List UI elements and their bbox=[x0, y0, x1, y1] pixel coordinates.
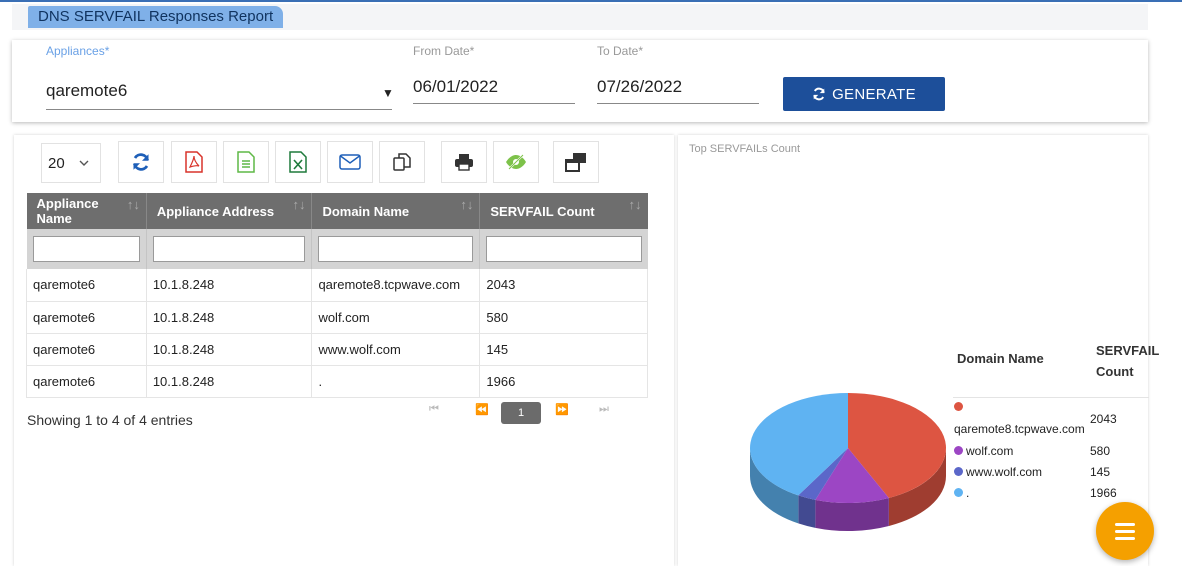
current-page-button[interactable]: 1 bbox=[501, 402, 541, 424]
previous-page-icon[interactable]: ⏪ bbox=[475, 404, 489, 416]
legend-label[interactable]: wolf.com bbox=[966, 444, 1014, 458]
legend-swatch bbox=[954, 446, 963, 455]
servfail-table: Appliance Name ↑↓ Appliance Address ↑↓ Dom… bbox=[26, 193, 648, 398]
col-servfail-count[interactable]: SERVFAIL Count ↑↓ bbox=[479, 193, 648, 229]
page-size-value: 20 bbox=[48, 154, 65, 172]
refresh-icon bbox=[133, 153, 149, 171]
legend-value: 145 bbox=[1090, 465, 1111, 479]
refresh-icon bbox=[813, 87, 825, 101]
pie-slice-side bbox=[815, 497, 889, 531]
legend-label[interactable]: www.wolf.com bbox=[966, 465, 1043, 479]
export-pdf-button[interactable] bbox=[171, 141, 217, 183]
sort-icon: ↑↓ bbox=[126, 197, 140, 212]
table-row[interactable]: qaremote6 10.1.8.248 www.wolf.com 145 bbox=[26, 333, 648, 366]
pie-chart bbox=[750, 393, 946, 531]
appliance-address-filter[interactable] bbox=[152, 236, 306, 262]
email-icon bbox=[339, 154, 361, 170]
legend-header-count: SERVFAIL Count bbox=[1096, 343, 1160, 379]
fab-menu-button[interactable] bbox=[1096, 502, 1154, 560]
pie-slice[interactable] bbox=[750, 393, 848, 496]
appliance-select-underline bbox=[46, 109, 392, 110]
appliances-label: Appliances* bbox=[46, 44, 110, 58]
from-date-underline bbox=[413, 103, 575, 104]
menu-icon bbox=[1115, 522, 1135, 526]
window-restore-icon bbox=[565, 153, 586, 172]
print-button[interactable] bbox=[441, 141, 487, 183]
sort-icon: ↑↓ bbox=[460, 197, 474, 212]
col-appliance-name[interactable]: Appliance Name ↑↓ bbox=[26, 193, 147, 229]
excel-icon bbox=[289, 151, 307, 173]
pie-slice-side bbox=[750, 448, 799, 524]
last-page-icon[interactable]: ⏭ bbox=[599, 403, 609, 415]
print-icon bbox=[455, 154, 473, 171]
restore-columns-button[interactable] bbox=[553, 141, 599, 183]
legend-swatch bbox=[954, 488, 963, 497]
pie-slice[interactable] bbox=[815, 448, 889, 503]
next-page-icon[interactable]: ⏩ bbox=[555, 404, 569, 416]
pie-slice[interactable] bbox=[848, 393, 946, 498]
eye-slash-icon bbox=[506, 154, 526, 170]
report-title-tab[interactable]: DNS SERVFAIL Responses Report bbox=[28, 6, 284, 28]
servfail-count-filter[interactable] bbox=[486, 236, 642, 262]
chevron-down-icon bbox=[79, 160, 89, 166]
export-csv-button[interactable] bbox=[223, 141, 269, 183]
col-appliance-address[interactable]: Appliance Address ↑↓ bbox=[146, 193, 313, 229]
from-date-input[interactable]: 06/01/2022 bbox=[413, 77, 499, 96]
chart-title: Top SERVFAILs Count bbox=[689, 143, 801, 155]
pie-slice[interactable] bbox=[798, 448, 848, 500]
appliance-select-value[interactable]: qaremote6 bbox=[46, 81, 128, 100]
legend-swatch bbox=[954, 402, 963, 411]
first-page-icon[interactable]: ⏮ bbox=[429, 403, 439, 415]
csv-icon bbox=[237, 151, 255, 173]
legend-label[interactable]: . bbox=[966, 486, 970, 500]
to-date-underline bbox=[597, 103, 759, 104]
copy-icon bbox=[393, 153, 411, 171]
chart-panel: Top SERVFAILs Count Domain Name SERVFAIL… bbox=[678, 135, 1160, 566]
generate-label: GENERATE bbox=[832, 85, 916, 103]
email-button[interactable] bbox=[327, 141, 373, 183]
column-visibility-button[interactable] bbox=[493, 141, 539, 183]
chevron-down-icon[interactable]: ▼ bbox=[382, 86, 394, 100]
from-date-label: From Date* bbox=[413, 44, 475, 58]
export-excel-button[interactable] bbox=[275, 141, 321, 183]
legend-value: 580 bbox=[1090, 444, 1111, 458]
sort-icon: ↑↓ bbox=[628, 197, 642, 212]
appliance-name-filter[interactable] bbox=[32, 236, 140, 262]
to-date-label: To Date* bbox=[597, 44, 644, 58]
page-size-select[interactable]: 20 bbox=[41, 143, 101, 183]
refresh-button[interactable] bbox=[118, 141, 164, 183]
copy-button[interactable] bbox=[379, 141, 425, 183]
legend-header-domain: Domain Name bbox=[957, 351, 1044, 366]
pie-slice-side bbox=[888, 448, 946, 526]
filter-panel: Appliances* qaremote6 ▼ From Date* 06/01… bbox=[12, 40, 1148, 122]
legend-value: 2043 bbox=[1090, 412, 1117, 426]
top-accent-line bbox=[0, 0, 1182, 2]
table-row[interactable]: qaremote6 10.1.8.248 qaremote8.tcpwave.com… bbox=[26, 269, 648, 302]
domain-name-filter[interactable] bbox=[318, 236, 474, 262]
pdf-icon bbox=[185, 151, 203, 173]
results-panel: 20 Appliance Name ↑↓ Appliance Address ↑↓ … bbox=[14, 135, 674, 566]
generate-button[interactable]: GENERATE bbox=[783, 77, 945, 111]
col-domain-name[interactable]: Domain Name ↑↓ bbox=[311, 193, 481, 229]
legend-swatch bbox=[954, 467, 963, 476]
table-row[interactable]: qaremote6 10.1.8.248. 1966 bbox=[26, 365, 648, 398]
entries-info: Showing 1 to 4 of 4 entries bbox=[27, 412, 193, 428]
to-date-input[interactable]: 07/26/2022 bbox=[597, 77, 683, 96]
pie-slice-side bbox=[798, 495, 816, 528]
legend-label[interactable]: qaremote8.tcpwave.com bbox=[954, 422, 1085, 436]
column-filter-row bbox=[26, 229, 648, 269]
legend-value: 1966 bbox=[1090, 486, 1117, 500]
table-header-row: Appliance Name ↑↓ Appliance Address ↑↓ Dom… bbox=[26, 193, 648, 229]
legend-divider bbox=[953, 397, 1149, 398]
table-row[interactable]: qaremote6 10.1.8.248 wolf.com 580 bbox=[26, 301, 648, 334]
sort-icon: ↑↓ bbox=[292, 197, 306, 212]
